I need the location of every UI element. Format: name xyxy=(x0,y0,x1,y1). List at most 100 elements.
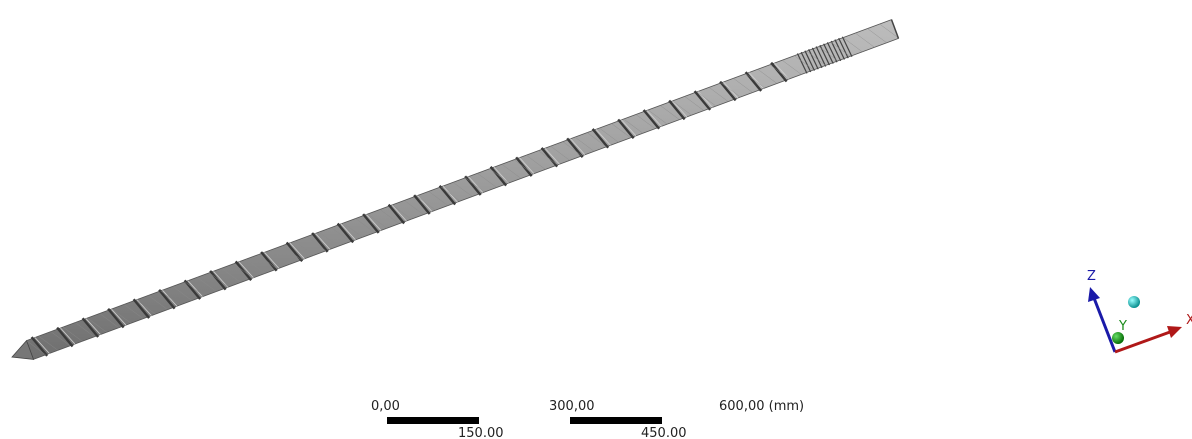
thread-flight xyxy=(362,213,380,234)
mesh-edge xyxy=(830,41,851,57)
thread-edge xyxy=(340,223,356,241)
thread-flight xyxy=(56,326,74,348)
mesh-edge xyxy=(416,195,436,211)
y-axis-marker xyxy=(1112,332,1124,344)
mesh-edge xyxy=(672,100,692,116)
fine-thread xyxy=(808,49,819,70)
thread-edge xyxy=(697,91,713,108)
thread-flight xyxy=(311,232,329,253)
mesh-edge xyxy=(50,331,71,346)
mesh-edge xyxy=(136,299,156,315)
mesh-edge xyxy=(708,87,729,102)
thread-edge xyxy=(60,327,76,345)
thread-flight xyxy=(413,194,431,215)
thread-flight xyxy=(540,147,559,168)
mesh-edge xyxy=(392,204,412,220)
thread-edge xyxy=(85,318,101,335)
mesh-edge xyxy=(489,168,509,184)
mesh-edge xyxy=(75,322,95,337)
mesh-edge xyxy=(282,245,302,261)
mesh-edge xyxy=(172,286,193,301)
fine-thread xyxy=(815,46,827,67)
thread-edge xyxy=(34,337,50,354)
mesh-edge xyxy=(550,145,570,161)
thread-flight xyxy=(132,298,151,319)
mesh-edge xyxy=(367,213,388,229)
thread-edge xyxy=(187,280,203,297)
thread-edge xyxy=(264,252,280,269)
x-axis xyxy=(1114,330,1171,354)
mesh-edge xyxy=(526,155,546,170)
thread-flight xyxy=(158,289,176,310)
mesh-edge xyxy=(733,78,753,93)
mesh-edge xyxy=(477,173,497,188)
mesh-edge xyxy=(355,218,375,233)
mesh-edge xyxy=(197,277,217,292)
thread-edge xyxy=(493,166,509,184)
thread-flight xyxy=(591,128,610,149)
mesh-edge xyxy=(379,209,400,224)
mesh-edge xyxy=(38,335,58,351)
mesh-edge xyxy=(867,28,887,43)
thread-edge xyxy=(621,119,637,137)
mesh-edge xyxy=(611,123,631,138)
mesh-edge xyxy=(635,114,656,129)
scale-label: 450.00 xyxy=(641,426,687,439)
mesh-edge xyxy=(306,236,327,251)
thread-flight xyxy=(668,99,686,121)
x-arrow xyxy=(1167,326,1182,338)
mesh-edge xyxy=(623,118,643,134)
thread-edge xyxy=(774,62,790,80)
thread-flight xyxy=(770,61,788,83)
scale-label: 300,00 xyxy=(549,399,595,414)
thread-flight xyxy=(719,80,737,102)
mesh-edge xyxy=(538,150,558,166)
thread-edge xyxy=(289,242,305,260)
scale-label: 0,00 xyxy=(371,399,400,414)
thread-flight xyxy=(693,90,712,111)
mesh-edge xyxy=(257,254,278,270)
thread-edge xyxy=(519,157,535,174)
mesh-edge xyxy=(794,55,814,71)
thread-flight xyxy=(30,336,49,357)
y-label: Y xyxy=(1118,319,1127,334)
fine-thread xyxy=(841,36,853,57)
mesh-edge xyxy=(209,272,229,288)
mesh-edge xyxy=(587,132,607,147)
mesh-edge xyxy=(647,109,668,125)
thread-flight xyxy=(81,317,100,338)
thread-flight xyxy=(438,184,457,206)
x-label: X xyxy=(1186,313,1192,328)
mesh-edge xyxy=(842,37,863,52)
thread-flight xyxy=(489,166,508,187)
thread-flight xyxy=(566,137,584,158)
mesh-edge xyxy=(318,231,339,247)
scale-segment xyxy=(479,417,570,424)
fine-thread xyxy=(800,51,812,73)
mesh-edge xyxy=(599,127,619,143)
mesh-edge xyxy=(745,73,765,89)
thread-flight xyxy=(744,71,763,92)
mesh-edge xyxy=(806,50,826,66)
mesh-edge xyxy=(270,250,290,265)
mesh-edge xyxy=(99,313,119,328)
mesh-edge xyxy=(111,308,132,324)
mesh-edge xyxy=(245,259,266,274)
mesh-edge xyxy=(440,186,461,202)
mesh-edge xyxy=(160,290,180,306)
axis-triad: Z Y X xyxy=(1087,269,1192,354)
mesh-edge xyxy=(513,159,534,175)
scale-bar: 0,00 300,00 600,00 (mm) 150.00 450.00 xyxy=(371,399,804,439)
mesh-edge xyxy=(660,105,680,120)
thread-edge xyxy=(315,233,331,250)
thread-edge xyxy=(111,308,127,326)
thread-edge xyxy=(672,100,688,118)
thread-edge xyxy=(238,261,254,279)
fine-thread xyxy=(811,47,823,69)
mesh-edge xyxy=(123,304,144,319)
mesh-edge xyxy=(769,64,790,80)
mesh-edge xyxy=(574,136,595,152)
mesh-edge xyxy=(696,91,717,107)
fine-thread xyxy=(834,39,845,60)
